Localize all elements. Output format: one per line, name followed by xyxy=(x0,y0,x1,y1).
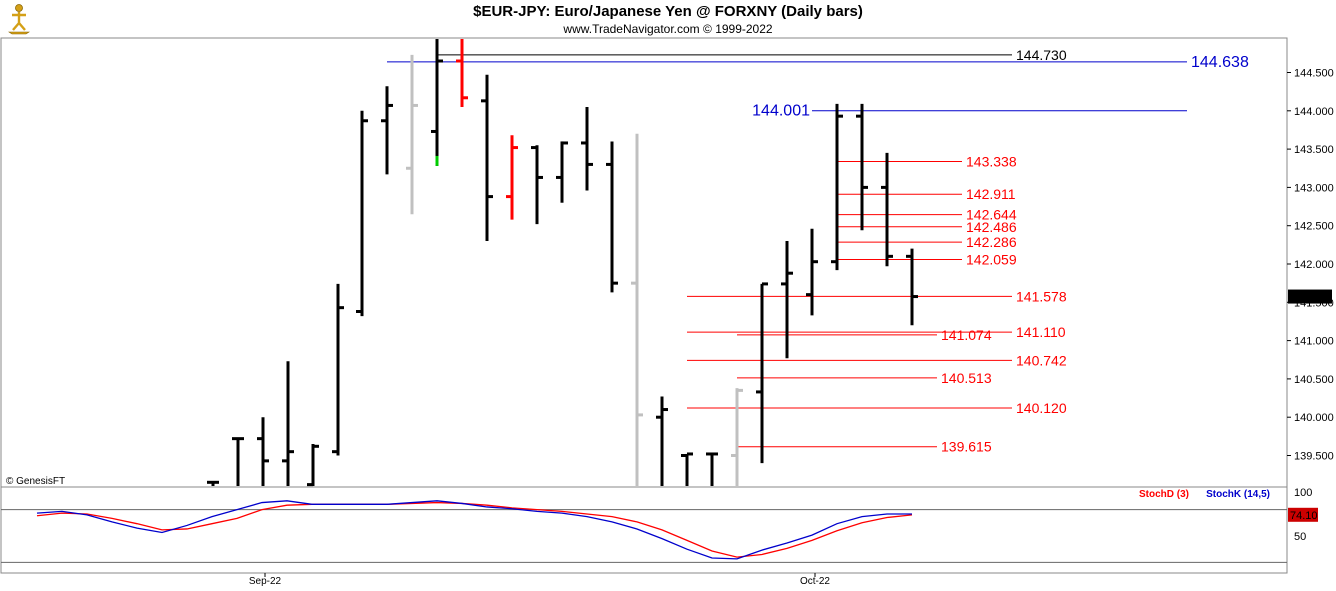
chart-subtitle: www.TradeNavigator.com © 1999-2022 xyxy=(563,22,773,36)
price-tick-label: 143.500 xyxy=(1294,144,1334,156)
ohlc-bar xyxy=(681,452,693,486)
price-tick-label: 142.000 xyxy=(1294,259,1334,271)
stoch-tick-label: 50 xyxy=(1294,531,1306,543)
x-tick-label: Oct-22 xyxy=(800,576,830,587)
ohlc-bar xyxy=(556,141,568,203)
copyright-text: © GenesisFT xyxy=(6,476,65,487)
ohlc-bar xyxy=(906,248,918,326)
stoch-tick-label: 100 xyxy=(1294,487,1312,499)
price-tick-label: 140.000 xyxy=(1294,412,1334,424)
axis-layer: 144.500 144.000 143.500 143.000 142.500 142.0… xyxy=(249,68,1334,588)
x-tick-label: Sep-22 xyxy=(249,576,282,587)
ohlc-bar xyxy=(606,141,618,293)
ohlc-bar xyxy=(332,283,344,456)
stoch-last-box xyxy=(1288,507,1318,522)
level-label: 140.513 xyxy=(941,370,992,386)
ohlc-bar xyxy=(356,110,368,317)
level-label: 143.338 xyxy=(966,154,1017,170)
levels-layer: 144.730 144.638 144.001 143.338 142.911 142.6… xyxy=(387,47,1249,455)
ohlc-bar xyxy=(531,145,543,225)
level-label: 142.644 xyxy=(966,207,1017,223)
stoch-d-line xyxy=(36,501,913,558)
chart-title: $EUR-JPY: Euro/Japanese Yen @ FORXNY (Da… xyxy=(473,3,863,20)
level-label: 144.730 xyxy=(1016,47,1067,63)
ohlc-bar xyxy=(207,480,219,486)
price-tick-label: 140.500 xyxy=(1294,374,1334,386)
ohlc-bar xyxy=(282,361,294,486)
level-label: 141.578 xyxy=(1016,288,1067,304)
ohlc-bar xyxy=(307,444,319,487)
ohlc-bar xyxy=(656,396,668,486)
ohlc-bar xyxy=(731,388,743,486)
ohlc-bar xyxy=(431,39,443,166)
level-label: 142.911 xyxy=(966,186,1016,202)
level-label: 139.615 xyxy=(941,439,992,455)
level-label: 144.001 xyxy=(752,103,810,120)
price-tick-label: 143.000 xyxy=(1294,182,1334,194)
stoch-last-label: 74.10 xyxy=(1290,510,1318,522)
ohlc-bar xyxy=(706,452,718,486)
ohlc-bar xyxy=(806,228,818,316)
level-label: 141.074 xyxy=(941,327,992,343)
stochastic-layer: StochD (3) StochK (14,5) xyxy=(1,489,1287,563)
ohlc-bar xyxy=(831,103,843,271)
level-label: 142.286 xyxy=(966,234,1017,250)
ohlc-bar xyxy=(257,417,269,486)
level-label: 141.110 xyxy=(1016,324,1066,340)
level-label: 140.120 xyxy=(1016,400,1067,416)
level-label: 140.742 xyxy=(1016,352,1067,368)
stoch-k-legend: StochK (14,5) xyxy=(1206,489,1270,500)
price-tick-label: 144.500 xyxy=(1294,68,1334,80)
last-price-label: 141.575 xyxy=(1290,292,1330,304)
chart-header: $EUR-JPY: Euro/Japanese Yen @ FORXNY (Da… xyxy=(0,0,1336,38)
price-tick-label: 142.500 xyxy=(1294,221,1334,233)
stoch-d-legend: StochD (3) xyxy=(1139,489,1189,500)
level-label: 144.638 xyxy=(1191,54,1249,71)
indicator-panel xyxy=(0,486,1288,574)
ohlc-bar xyxy=(631,133,643,486)
ohlc-bar xyxy=(481,74,493,242)
ohlc-bar xyxy=(456,39,468,107)
ohlc-bar xyxy=(381,86,393,175)
ohlc-bar xyxy=(856,103,868,231)
ohlc-bar xyxy=(581,106,593,191)
ohlc-bar xyxy=(232,437,244,486)
level-label: 142.486 xyxy=(966,219,1017,235)
ohlc-bar xyxy=(881,152,893,267)
price-panel xyxy=(0,37,1288,488)
level-label: 142.059 xyxy=(966,251,1017,267)
ohlc-bar xyxy=(406,54,418,215)
price-tick-label: 139.500 xyxy=(1294,451,1334,463)
price-tick-label: 144.000 xyxy=(1294,106,1334,118)
ohlc-bar xyxy=(781,241,793,359)
ohlc-bar xyxy=(756,282,768,464)
ohlc-bar xyxy=(506,135,518,220)
last-price-box xyxy=(1288,289,1332,304)
trader-figure-icon xyxy=(8,4,30,35)
bars-layer xyxy=(207,39,918,487)
stoch-k-line xyxy=(36,500,912,560)
price-tick-label: 141.000 xyxy=(1294,336,1334,348)
